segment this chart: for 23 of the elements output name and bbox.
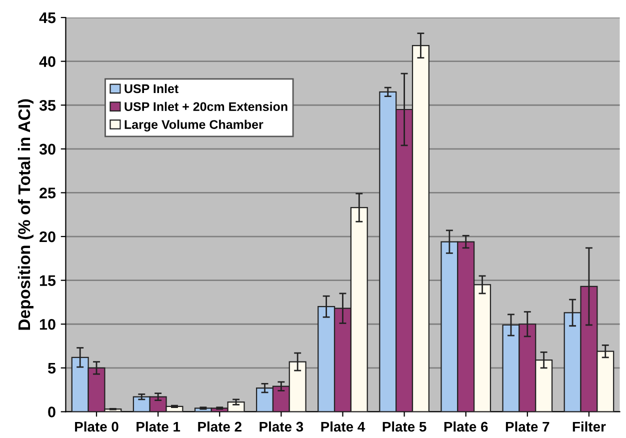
- x-tick-label: Plate 7: [506, 421, 550, 432]
- x-tick-label: Plate 5: [382, 421, 426, 432]
- x-tick-label: Plate 1: [136, 421, 180, 432]
- y-tick-label: 35: [39, 100, 56, 111]
- legend-label: USP Inlet: [124, 84, 178, 94]
- y-tick-label: 5: [48, 362, 56, 374]
- x-tick-label: Plate 2: [198, 421, 242, 432]
- y-tick-label: 40: [39, 56, 56, 68]
- x-tick-label: Plate 0: [75, 421, 118, 432]
- y-tick-label: 15: [40, 275, 56, 286]
- x-tick-label: Plate 4: [321, 421, 366, 432]
- x-tick-label: Filter: [572, 421, 606, 432]
- y-tick-label: 25: [40, 188, 56, 198]
- y-tick-label: 0: [48, 406, 56, 418]
- x-tick-label: Plate 3: [260, 421, 304, 432]
- legend-label: USP Inlet + 20cm Extension: [124, 102, 288, 112]
- y-axis-title: Deposition (% of Total in ACI): [18, 99, 34, 330]
- legend-label: Large Volume Chamber: [124, 120, 264, 132]
- x-tick-label: Plate 6: [444, 421, 488, 432]
- y-tick-label: 20: [40, 231, 56, 242]
- y-tick-label: 10: [40, 318, 56, 330]
- y-tick-label: 45: [39, 12, 56, 24]
- y-tick-label: 30: [39, 144, 56, 155]
